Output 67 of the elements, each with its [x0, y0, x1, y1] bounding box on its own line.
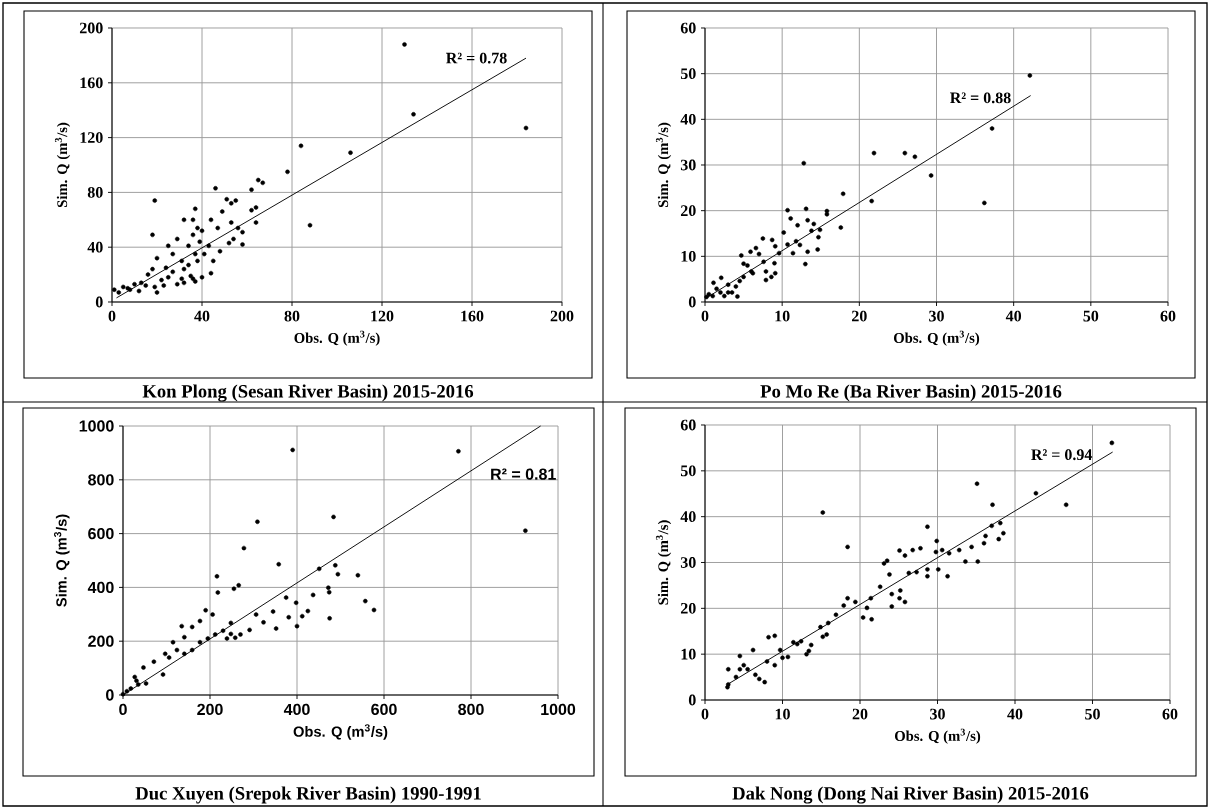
text: Dak Nong (Dong Nai River Basin) 2015-2016	[732, 786, 1089, 804]
y-tick-label: 0	[688, 694, 696, 706]
y-tick-label: 20	[680, 602, 696, 614]
y-tick-label: 200	[88, 635, 114, 647]
x-tick-label: 200	[197, 703, 223, 716]
x-axis-title: Obs. Q (m$^{3}$/s)	[893, 330, 980, 346]
x-tick-label: 600	[371, 703, 397, 716]
x-axis-title: Obs. Q (m$^{3}$/s)	[894, 728, 981, 744]
annotation: R² = 0.88	[950, 92, 1011, 104]
text: Duc Xuyen (Srepok River Basin) 1990-1991	[135, 786, 481, 804]
x-tick-label: 800	[458, 703, 484, 716]
x-tick-label: 120	[371, 310, 394, 322]
x-tick-label: 10	[775, 310, 790, 322]
x-tick-label: 60	[1162, 708, 1178, 720]
y-tick-label: 600	[88, 527, 114, 540]
y-tick-label: 60	[680, 22, 696, 34]
annotation: R² = 0.81	[491, 468, 556, 480]
y-tick-label: 0	[95, 296, 103, 308]
text: Kon Plong (Sesan River Basin) 2015-2016	[142, 384, 474, 402]
x-tick-label: 0	[701, 708, 709, 720]
y-tick-label: 10	[681, 250, 696, 262]
y-axis-title: Sim. Q (m$^{3}$/s)	[655, 122, 672, 208]
y-axis-title: Sim. Q (m$^{3}$/s)	[54, 514, 70, 607]
y-tick-label: 200	[79, 22, 103, 34]
y-tick-label: 800	[88, 474, 114, 486]
x-tick-label: 20	[852, 708, 868, 720]
x-tick-label: 0	[701, 310, 709, 322]
y-tick-label: 10	[681, 648, 696, 660]
y-tick-label: 40	[680, 113, 696, 125]
y-tick-label: 120	[80, 132, 103, 143]
y-axis-title: Sim. Q (m$^{3}$/s)	[655, 520, 672, 605]
x-axis-title: Obs. Q (m$^{3}$/s)	[293, 724, 388, 740]
y-tick-label: 30	[680, 159, 696, 171]
y-tick-label: 0	[688, 296, 696, 308]
x-tick-label: 10	[775, 708, 790, 720]
y-tick-label: 0	[106, 689, 114, 701]
y-tick-label: 40	[87, 241, 103, 253]
y-tick-label: 1000	[79, 420, 114, 432]
annotation: R² = 0.78	[446, 52, 507, 64]
y-tick-label: 50	[680, 465, 696, 477]
x-tick-label: 1000	[541, 703, 576, 716]
y-tick-label: 60	[680, 419, 696, 431]
x-tick-label: 60	[1160, 310, 1176, 322]
x-tick-label: 40	[1005, 310, 1022, 322]
x-axis-title: Obs. Q (m$^{3}$/s)	[294, 330, 380, 346]
y-tick-label: 20	[680, 205, 696, 217]
x-tick-label: 400	[283, 703, 310, 716]
y-axis-title: Sim. Q (m$^{3}$/s)	[54, 122, 71, 208]
y-tick-label: 50	[680, 68, 696, 80]
x-tick-label: 80	[284, 310, 300, 322]
annotation: R² = 0.94	[1031, 449, 1093, 461]
x-tick-label: 30	[929, 310, 944, 322]
y-tick-label: 30	[680, 557, 696, 568]
x-tick-label: 50	[1085, 708, 1100, 720]
x-tick-label: 40	[1007, 708, 1023, 720]
y-tick-label: 160	[80, 77, 103, 89]
y-tick-label: 80	[87, 186, 103, 198]
text: Po Mo Re (Ba River Basin) 2015-2016	[760, 384, 1062, 402]
x-tick-label: 200	[550, 310, 574, 322]
x-tick-label: 40	[194, 310, 210, 322]
x-tick-label: 20	[852, 310, 867, 322]
x-tick-label: 50	[1083, 310, 1099, 322]
x-tick-label: 160	[461, 310, 484, 322]
x-tick-label: 0	[119, 703, 127, 716]
y-tick-label: 40	[680, 511, 696, 523]
y-tick-label: 400	[87, 581, 114, 594]
x-tick-label: 30	[930, 708, 945, 720]
